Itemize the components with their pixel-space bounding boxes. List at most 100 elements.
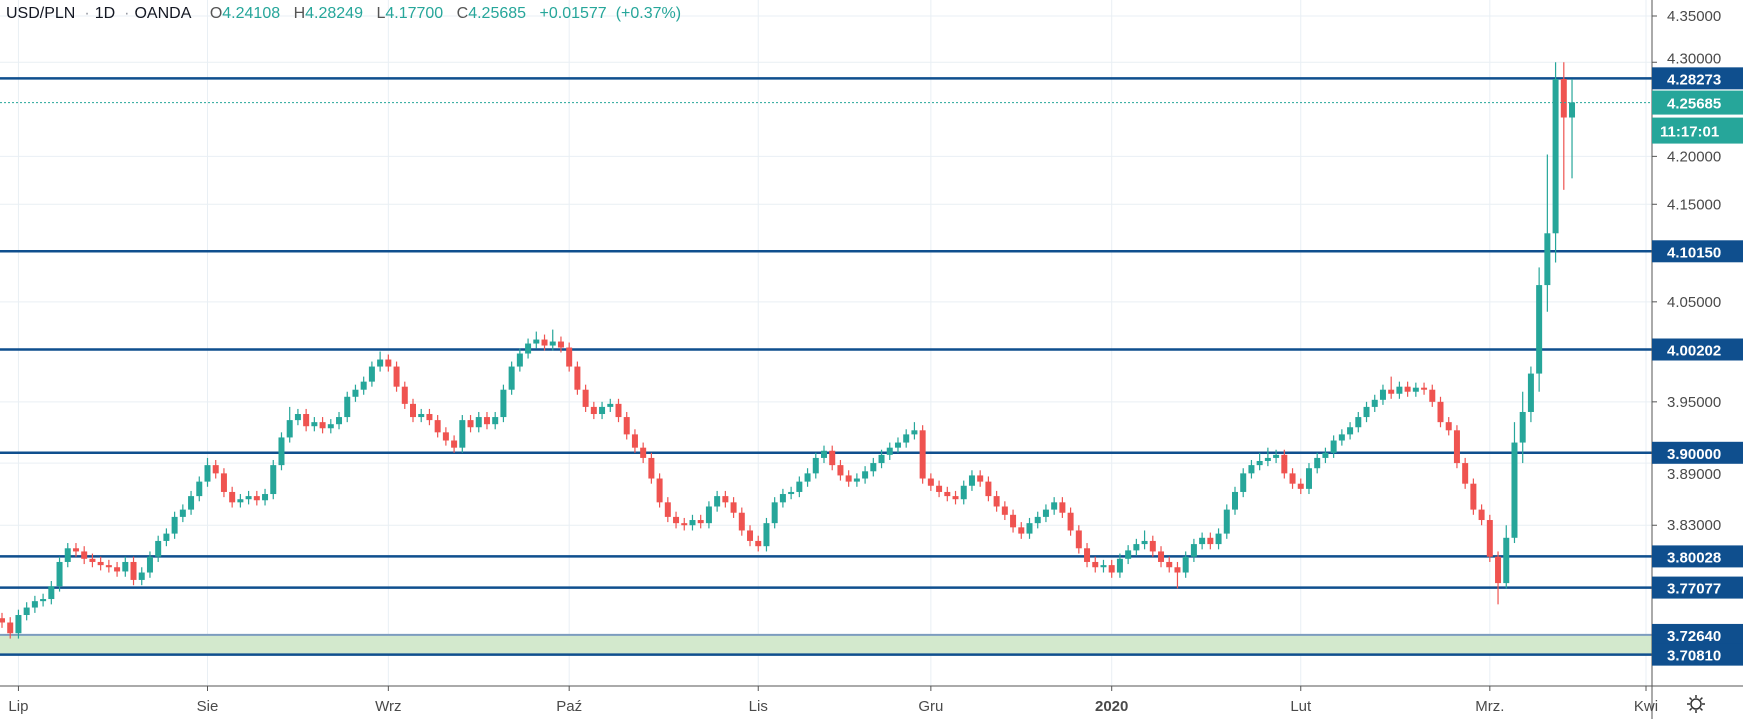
candle-body-down [7,622,14,634]
candle-body-down [1108,565,1115,573]
candle-body-up [500,389,507,418]
candle-body-up [878,454,885,464]
time-tick-label: Lip [8,698,28,715]
countdown-badge [1652,117,1743,144]
price-tick-label: 4.20000 [1667,148,1721,165]
level-price-label: 3.80028 [1667,549,1721,566]
candle-body-up [286,420,293,438]
change-percent: (+0.37%) [615,5,682,22]
candle-body-down [1495,556,1502,584]
level-price-badge [1652,576,1743,599]
time-axis[interactable]: Lip Sie Wrz Paź Lis Gru 2020 Lut Mrz. Kwi [8,686,1658,715]
candle-body-down [483,417,490,425]
time-tick-label: Lis [749,698,768,715]
candle-body-down [738,512,745,531]
candle-body-up [516,353,523,367]
candle-body-up [508,366,515,390]
time-tick-label: Wrz [375,698,401,715]
time-tick-label: Kwi [1634,698,1658,715]
candle-body-up [607,403,614,407]
candle-body-up [525,343,532,354]
candle-body-up [1544,233,1551,286]
candle-body-down [130,561,137,580]
candle-body-up [418,414,425,418]
candle-body-up [771,502,778,524]
candle-body-down [303,414,310,427]
candle-body-down [319,422,326,429]
candle-body-up [1371,399,1378,407]
level-price-badge [1652,623,1743,646]
candle-body-up [549,341,556,346]
candle-body-down [829,450,836,466]
interval[interactable]: 1D [94,5,116,22]
candle-body-up [204,465,211,482]
time-tick-label: Sie [197,698,219,715]
candle-body-up [689,520,696,526]
candle-body-up [368,366,375,382]
candle-body-down [212,465,219,474]
candle-body-up [1034,516,1041,524]
candle-body-up [188,496,195,510]
candle-body-up [1240,473,1247,492]
candle-body-down [648,457,655,479]
level-price-label: 3.77077 [1667,581,1721,598]
price-tick-label: 3.83000 [1667,517,1721,534]
candle-body-down [631,434,638,448]
candle-body-up [459,420,466,448]
candle-body-down [426,414,433,421]
candle-body-up [1256,461,1263,466]
exchange: OANDA [134,5,192,22]
candle-body-up [911,430,918,435]
candle-body-down [1388,389,1395,394]
candle-body-down [747,530,754,541]
candle-body-up [533,339,540,344]
candle-body-down [81,551,88,559]
horizontal-levels[interactable] [0,77,1652,656]
candle-body-up [336,417,343,425]
candle-body-down [1445,422,1452,431]
candle-body-up [1396,386,1403,394]
price-axis[interactable]: 4.35000 4.30000 4.20000 4.15000 4.05000 3.950… [1652,8,1743,666]
candle-body-up [1322,452,1329,458]
candle-body-up [862,471,869,479]
candle-body-down [993,496,1000,507]
high-label: H [293,5,306,22]
candle-body-down [582,389,589,407]
candle-body-down [1149,540,1156,552]
candle-body-up [196,481,203,497]
level-price-label: 4.28273 [1667,71,1721,88]
candle-body-up [1355,417,1362,428]
candle-body-down [557,341,564,348]
candle-body-down [623,417,630,435]
settings-gear-icon[interactable] [1686,694,1706,714]
time-tick-label: Mrz. [1475,698,1504,715]
candle-body-down [845,475,852,482]
candle-body-up [1248,465,1255,474]
candle-body-up [352,389,359,397]
candle-body-down [574,366,581,390]
candle-body-up [1330,440,1337,453]
candle-body-down [253,496,260,501]
open-label: O [209,5,223,22]
candle-body-down [952,496,959,500]
level-price-label: 3.72640 [1667,628,1721,645]
candle-body-up [1511,442,1518,538]
candle-body-down [722,496,729,503]
candle-body-up [294,414,301,421]
candle-body-up [360,381,367,390]
candle-body-down [1281,454,1288,474]
candle-body-down [1429,389,1436,402]
candle-body-down [1158,551,1165,562]
price-tick-label: 4.05000 [1667,294,1721,311]
candle-body-up [327,424,334,429]
candle-body-up [179,509,186,517]
candle-body-up [705,506,712,524]
candle-body-up [1190,544,1197,557]
candle-body-up [853,478,860,482]
symbol-name[interactable]: USD/PLN [6,5,76,22]
candle-body-up [968,475,975,486]
level-price-badge [1652,338,1743,361]
candle-body-down [105,565,112,568]
